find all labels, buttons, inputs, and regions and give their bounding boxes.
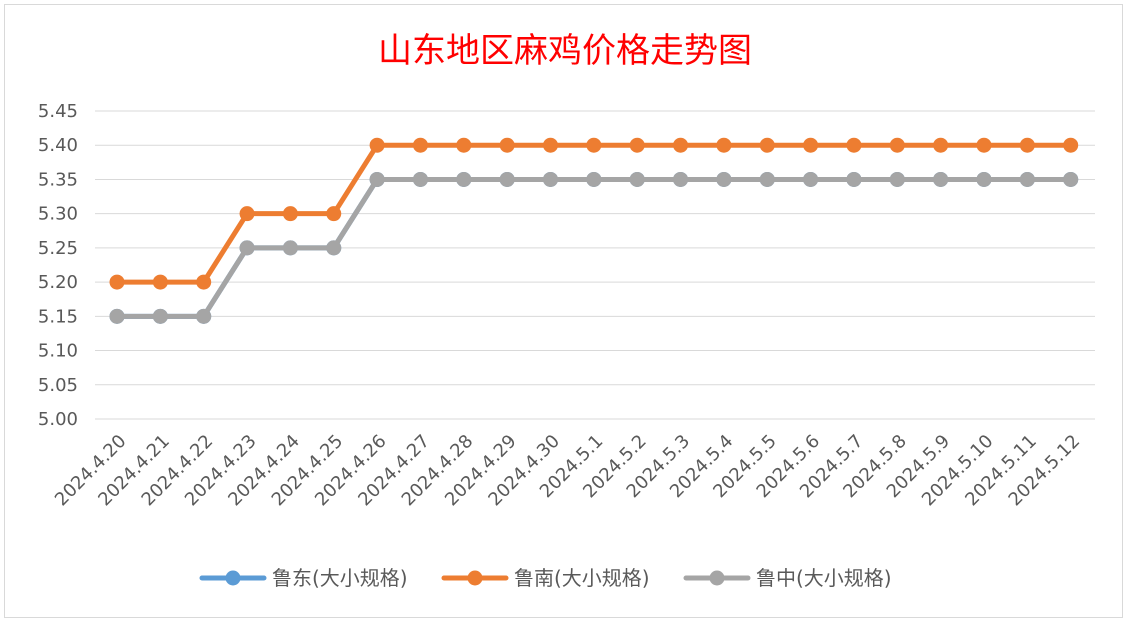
legend: 鲁东(大小规格) 鲁南(大小规格) 鲁中(大小规格)	[199, 566, 892, 590]
y-tick-label: 5.15	[38, 306, 78, 327]
y-tick-label: 5.40	[38, 135, 78, 156]
data-point	[369, 137, 385, 153]
data-point	[976, 171, 992, 187]
y-tick-label: 5.00	[38, 409, 78, 430]
gridlines	[95, 110, 1095, 420]
data-point	[196, 274, 212, 290]
legend-item: 鲁东(大小规格)	[199, 566, 408, 590]
data-point	[716, 171, 732, 187]
data-point	[543, 137, 558, 153]
data-point	[456, 137, 472, 153]
legend-swatch-marker	[709, 570, 725, 586]
legend-item: 鲁中(大小规格)	[683, 566, 892, 590]
data-point	[586, 137, 602, 153]
y-tick-label: 5.10	[38, 341, 78, 362]
data-point	[759, 137, 775, 153]
data-point	[586, 171, 602, 187]
chart-title: 山东地区麻鸡价格走势图	[378, 31, 752, 71]
data-point	[759, 171, 775, 187]
data-point	[933, 137, 949, 153]
chart-area	[4, 4, 1123, 618]
data-point	[109, 308, 125, 324]
data-point	[629, 171, 645, 187]
data-point	[1019, 171, 1035, 187]
legend-label: 鲁中(大小规格)	[756, 566, 892, 590]
y-tick-label: 5.25	[38, 238, 78, 259]
y-tick-label: 5.35	[38, 169, 78, 190]
legend-label: 鲁南(大小规格)	[514, 566, 650, 590]
y-tick-label: 5.20	[38, 272, 78, 293]
data-point	[412, 171, 428, 187]
data-point	[196, 308, 212, 324]
y-tick-label: 5.45	[38, 101, 78, 122]
data-point	[803, 137, 819, 153]
legend-swatch-marker	[225, 570, 241, 586]
x-axis-ticks: 2024.4.202024.4.212024.4.222024.4.232024…	[51, 431, 1084, 511]
series-2	[109, 137, 1079, 290]
data-point	[976, 137, 992, 153]
data-point	[152, 308, 168, 324]
data-point	[673, 137, 689, 153]
data-point	[1019, 137, 1035, 153]
series-3	[109, 171, 1079, 324]
y-tick-label: 5.30	[38, 204, 78, 225]
data-point	[282, 240, 298, 256]
data-point	[412, 137, 428, 153]
y-tick-label: 5.05	[38, 375, 78, 396]
data-point	[326, 240, 342, 256]
data-point	[239, 206, 255, 222]
data-point	[933, 171, 949, 187]
data-point	[109, 274, 125, 290]
data-point	[369, 171, 385, 187]
data-point	[543, 171, 558, 187]
data-point	[889, 137, 905, 153]
data-point	[629, 137, 645, 153]
legend-label: 鲁东(大小规格)	[272, 566, 408, 590]
data-point	[152, 274, 168, 290]
data-point	[239, 240, 255, 256]
legend-item: 鲁南(大小规格)	[441, 566, 650, 590]
data-point	[846, 171, 862, 187]
data-point	[889, 171, 905, 187]
y-axis-ticks: 5.00 5.05 5.10 5.15 5.20 5.25 5.30 5.35 5.40 5.45	[38, 101, 78, 430]
data-point	[803, 171, 819, 187]
data-point	[673, 171, 689, 187]
legend-swatch-marker	[467, 570, 483, 586]
data-point	[846, 137, 862, 153]
data-point	[1063, 137, 1079, 153]
series-lines	[109, 137, 1079, 324]
data-point	[456, 171, 472, 187]
data-point	[1063, 171, 1079, 187]
data-point	[282, 206, 298, 222]
data-point	[499, 137, 515, 153]
data-point	[716, 137, 732, 153]
data-point	[326, 206, 342, 222]
data-point	[499, 171, 515, 187]
